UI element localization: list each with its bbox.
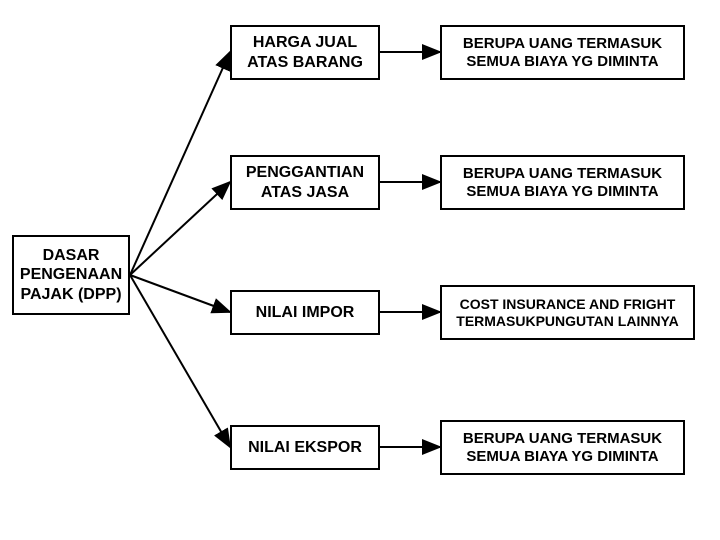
node-root-label: DASAR PENGENAAN PAJAK (DPP) xyxy=(20,246,122,304)
edge-root-mid1 xyxy=(130,52,230,275)
node-mid2-label: PENGGANTIAN ATAS JASA xyxy=(238,163,372,201)
node-mid3: NILAI IMPOR xyxy=(230,290,380,335)
node-right2: BERUPA UANG TERMASUK SEMUA BIAYA YG DIMI… xyxy=(440,155,685,210)
node-right3-label: COST INSURANCE AND FRIGHT TERMASUKPUNGUT… xyxy=(448,296,687,330)
node-mid3-label: NILAI IMPOR xyxy=(256,303,355,322)
node-right2-label: BERUPA UANG TERMASUK SEMUA BIAYA YG DIMI… xyxy=(448,165,677,201)
edge-root-mid4 xyxy=(130,275,230,447)
node-right4-label: BERUPA UANG TERMASUK SEMUA BIAYA YG DIMI… xyxy=(448,430,677,466)
edge-root-mid2 xyxy=(130,182,230,275)
node-right1: BERUPA UANG TERMASUK SEMUA BIAYA YG DIMI… xyxy=(440,25,685,80)
node-mid1-label: HARGA JUAL ATAS BARANG xyxy=(238,33,372,71)
node-right3: COST INSURANCE AND FRIGHT TERMASUKPUNGUT… xyxy=(440,285,695,340)
node-mid1: HARGA JUAL ATAS BARANG xyxy=(230,25,380,80)
node-root: DASAR PENGENAAN PAJAK (DPP) xyxy=(12,235,130,315)
node-right4: BERUPA UANG TERMASUK SEMUA BIAYA YG DIMI… xyxy=(440,420,685,475)
node-mid2: PENGGANTIAN ATAS JASA xyxy=(230,155,380,210)
node-right1-label: BERUPA UANG TERMASUK SEMUA BIAYA YG DIMI… xyxy=(448,35,677,71)
edge-root-mid3 xyxy=(130,275,230,312)
node-mid4-label: NILAI EKSPOR xyxy=(248,438,362,457)
node-mid4: NILAI EKSPOR xyxy=(230,425,380,470)
